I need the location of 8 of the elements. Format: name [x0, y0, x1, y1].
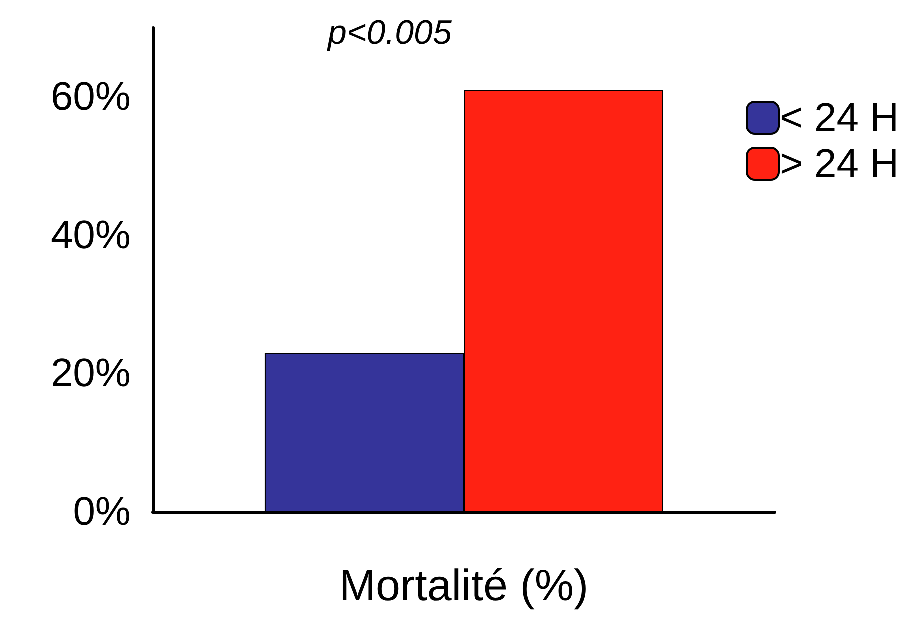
legend-label: < 24 H [780, 96, 900, 140]
y-tick-label: 40% [50, 213, 131, 258]
y-tick-label: 20% [50, 352, 131, 396]
legend-label: > 24 H [780, 142, 900, 186]
y-tick-label: 60% [50, 75, 131, 120]
y-tick-label: 0% [73, 490, 131, 534]
annotation: p<0.005 [327, 14, 452, 52]
x-axis-title: Mortalité (%) [339, 562, 589, 610]
